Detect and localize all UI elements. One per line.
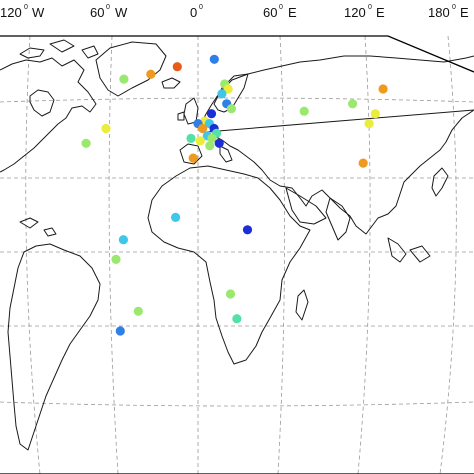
lon-label-60e: 60 0 E [263,4,297,20]
british-isles-coast [177,97,199,125]
station-marker-6 [223,84,233,94]
station-marker-18 [207,133,217,143]
lon-label-60e-value: 60 [263,5,277,20]
station-marker-4 [119,74,129,84]
station-marker-36 [133,306,143,316]
southeast-asia-coast [387,237,431,263]
station-marker-31 [81,138,91,148]
lon-label-120e: 120 0 E [344,4,385,20]
arctic-islands-coast [19,39,99,59]
lon-label-120e-value: 120 [344,5,366,20]
meridian-120e [357,35,371,474]
lon-label-0-degree: 0 [199,4,203,11]
lon-label-120w-hemisphere: W [32,5,45,20]
meridian-60e [277,35,285,474]
lon-label-180e-degree: 0 [452,4,456,11]
lon-label-180e: 180 0 E [428,4,469,20]
north-america-coast [0,57,97,173]
station-marker-29 [358,158,368,168]
lon-label-180e-hemisphere: E [460,5,469,20]
lon-label-180e-value: 180 [428,5,450,20]
caribbean-coast [19,217,57,237]
station-marker-19 [195,136,205,146]
lon-label-60w-hemisphere: W [115,5,128,20]
lon-label-120w: 120 0 W [0,4,45,20]
meridian-120w [25,35,41,474]
station-marker-32 [171,212,181,222]
station-marker-35 [111,254,121,264]
map-frame [0,35,474,474]
hudson-bay-coast [29,89,55,117]
station-marker-22 [205,141,215,151]
station-marker-28 [378,84,388,94]
station-marker-3 [146,69,156,79]
station-marker-1 [209,54,219,64]
station-markers [81,54,388,336]
station-marker-38 [225,289,236,299]
japan-coast [431,167,449,197]
india-coast [325,197,351,241]
longitude-labels: 120 0 W 60 0 W 0 0 60 0 E 120 0 E 180 0 … [0,4,469,20]
station-marker-23 [188,153,198,163]
iberia-italy-coast [179,143,233,165]
station-marker-30 [101,123,111,134]
lon-label-60w-value: 60 [90,5,104,20]
station-marker-21 [186,133,196,143]
lon-label-0: 0 0 [190,4,203,20]
iceland-coast [161,77,181,89]
lon-label-120w-degree: 0 [24,4,28,11]
station-marker-37 [115,326,125,336]
lon-label-60e-hemisphere: E [288,5,297,20]
eurasia-coast [199,55,474,235]
arabia-coast [285,187,327,225]
station-marker-26 [364,119,374,129]
lon-label-60e-degree: 0 [279,4,283,11]
lon-label-60w: 60 0 W [90,4,128,20]
lon-label-120e-degree: 0 [368,4,372,11]
meridian-60w [108,35,119,474]
meridian-180e [439,35,457,474]
greenland-coast [95,41,167,97]
station-marker-27 [370,109,380,119]
station-marker-9 [226,104,236,114]
station-marker-39 [232,314,242,324]
coastlines [0,39,474,451]
lon-label-0-value: 0 [190,5,197,20]
parallel-60s [0,401,474,407]
lon-label-60w-degree: 0 [106,4,110,11]
graticule [0,35,474,474]
station-marker-10 [206,109,217,119]
lon-label-120e-hemisphere: E [376,5,385,20]
station-marker-34 [118,235,128,245]
station-marker-25 [348,99,358,109]
lon-label-120w-value: 120 [0,5,22,20]
station-marker-7 [217,89,227,99]
station-marker-2 [172,62,182,72]
madagascar-coast [295,289,309,321]
station-marker-33 [242,225,253,235]
station-marker-24 [299,106,309,116]
south-america-coast [7,243,101,451]
africa-coast [147,165,311,365]
parallel-60n [0,97,474,103]
station-marker-20 [214,138,224,148]
station-marker-15 [198,123,208,134]
